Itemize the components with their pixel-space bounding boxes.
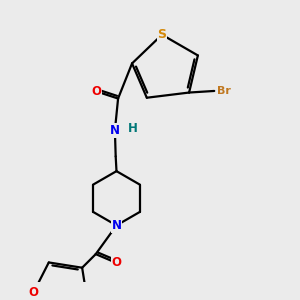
Text: O: O: [112, 256, 122, 269]
Text: N: N: [110, 124, 120, 137]
Text: S: S: [158, 28, 166, 41]
Text: Br: Br: [217, 85, 231, 96]
Text: O: O: [91, 85, 101, 98]
Text: N: N: [112, 219, 122, 232]
Text: H: H: [128, 122, 138, 135]
Text: O: O: [28, 286, 38, 299]
